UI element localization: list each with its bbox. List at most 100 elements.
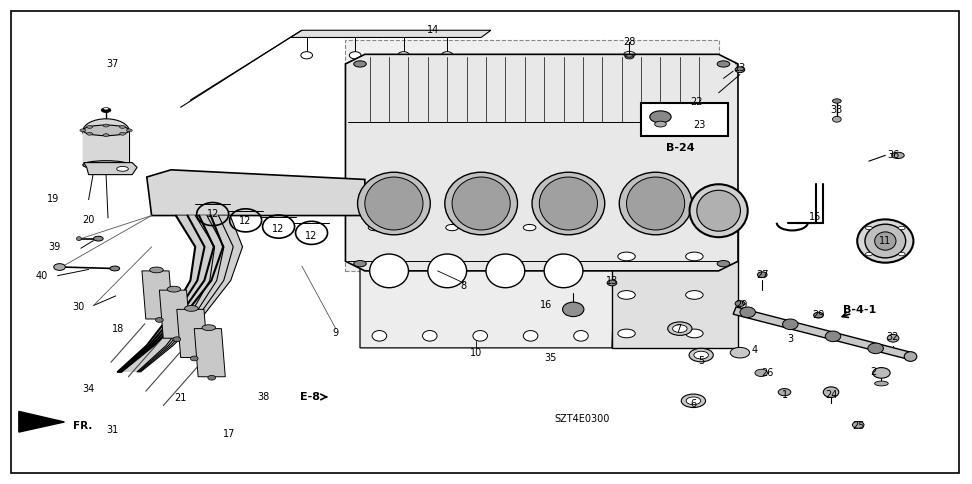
Text: 38: 38 <box>257 392 269 402</box>
Text: 12: 12 <box>206 209 219 219</box>
Ellipse shape <box>782 319 798 330</box>
Ellipse shape <box>898 253 905 256</box>
Ellipse shape <box>398 52 409 59</box>
Text: 12: 12 <box>272 224 285 233</box>
Ellipse shape <box>681 394 706 408</box>
Polygon shape <box>345 40 718 271</box>
Text: 29: 29 <box>813 310 824 320</box>
Text: 19: 19 <box>47 194 59 204</box>
Ellipse shape <box>191 356 198 361</box>
Ellipse shape <box>93 236 103 241</box>
Ellipse shape <box>865 253 872 256</box>
Polygon shape <box>120 215 233 372</box>
Text: 13: 13 <box>606 276 618 287</box>
Text: 34: 34 <box>83 384 94 394</box>
Ellipse shape <box>372 331 387 341</box>
Text: 15: 15 <box>810 212 821 222</box>
Ellipse shape <box>865 227 872 229</box>
Ellipse shape <box>563 302 584 317</box>
Polygon shape <box>147 170 364 215</box>
Text: 7: 7 <box>675 324 681 333</box>
Ellipse shape <box>673 325 687 333</box>
Text: 2: 2 <box>871 367 877 377</box>
Ellipse shape <box>832 99 841 103</box>
Polygon shape <box>194 329 226 377</box>
Ellipse shape <box>685 252 703 261</box>
Ellipse shape <box>117 166 128 171</box>
Ellipse shape <box>185 305 198 311</box>
Ellipse shape <box>441 52 453 59</box>
Ellipse shape <box>668 322 692 335</box>
Ellipse shape <box>730 348 749 358</box>
Ellipse shape <box>301 52 313 59</box>
Polygon shape <box>118 215 215 372</box>
Ellipse shape <box>452 177 510 230</box>
Ellipse shape <box>445 172 517 235</box>
Text: 6: 6 <box>690 399 697 409</box>
Text: 14: 14 <box>427 25 438 35</box>
Ellipse shape <box>655 121 666 127</box>
Ellipse shape <box>618 329 636 338</box>
Ellipse shape <box>755 369 768 377</box>
Ellipse shape <box>735 301 745 306</box>
Ellipse shape <box>868 343 884 354</box>
Ellipse shape <box>619 172 692 235</box>
Ellipse shape <box>717 61 730 67</box>
Text: 33: 33 <box>831 105 843 115</box>
Ellipse shape <box>544 254 583 287</box>
Ellipse shape <box>904 352 917 362</box>
Ellipse shape <box>891 152 904 158</box>
Text: 37: 37 <box>107 59 119 69</box>
Text: 35: 35 <box>544 353 557 363</box>
Text: 3: 3 <box>787 334 793 344</box>
Polygon shape <box>612 215 738 348</box>
Ellipse shape <box>364 177 423 230</box>
Ellipse shape <box>446 225 459 231</box>
Ellipse shape <box>120 125 125 128</box>
Ellipse shape <box>156 318 163 322</box>
Text: 24: 24 <box>825 390 837 400</box>
Ellipse shape <box>369 254 408 287</box>
Ellipse shape <box>532 172 605 235</box>
Ellipse shape <box>150 267 163 273</box>
Text: 9: 9 <box>332 329 339 338</box>
Ellipse shape <box>873 368 890 378</box>
Text: 31: 31 <box>107 424 119 435</box>
Ellipse shape <box>523 331 538 341</box>
Ellipse shape <box>423 331 437 341</box>
Text: 40: 40 <box>36 271 49 281</box>
Ellipse shape <box>104 107 109 110</box>
Ellipse shape <box>83 125 129 136</box>
Ellipse shape <box>814 312 823 318</box>
Ellipse shape <box>354 260 366 267</box>
Ellipse shape <box>608 280 617 286</box>
Text: E-8: E-8 <box>299 392 320 402</box>
Text: 32: 32 <box>885 333 898 342</box>
Text: 27: 27 <box>756 270 769 280</box>
Text: 5: 5 <box>698 356 705 366</box>
Ellipse shape <box>208 375 216 380</box>
Ellipse shape <box>740 307 755 318</box>
Polygon shape <box>159 290 191 338</box>
Ellipse shape <box>167 286 181 292</box>
Ellipse shape <box>825 331 841 342</box>
Ellipse shape <box>358 172 431 235</box>
Text: 17: 17 <box>223 429 235 439</box>
Polygon shape <box>177 309 208 358</box>
Ellipse shape <box>173 337 181 342</box>
Polygon shape <box>119 215 224 372</box>
Ellipse shape <box>202 325 216 331</box>
Ellipse shape <box>83 161 129 169</box>
Polygon shape <box>360 215 617 348</box>
Ellipse shape <box>757 272 767 278</box>
Ellipse shape <box>428 254 467 287</box>
Text: 1: 1 <box>781 390 787 400</box>
Ellipse shape <box>523 225 536 231</box>
Text: 12: 12 <box>305 231 318 241</box>
Ellipse shape <box>103 124 109 127</box>
Ellipse shape <box>832 116 841 122</box>
Ellipse shape <box>625 55 634 59</box>
Polygon shape <box>291 30 491 37</box>
Ellipse shape <box>865 224 906 258</box>
Ellipse shape <box>120 132 125 135</box>
